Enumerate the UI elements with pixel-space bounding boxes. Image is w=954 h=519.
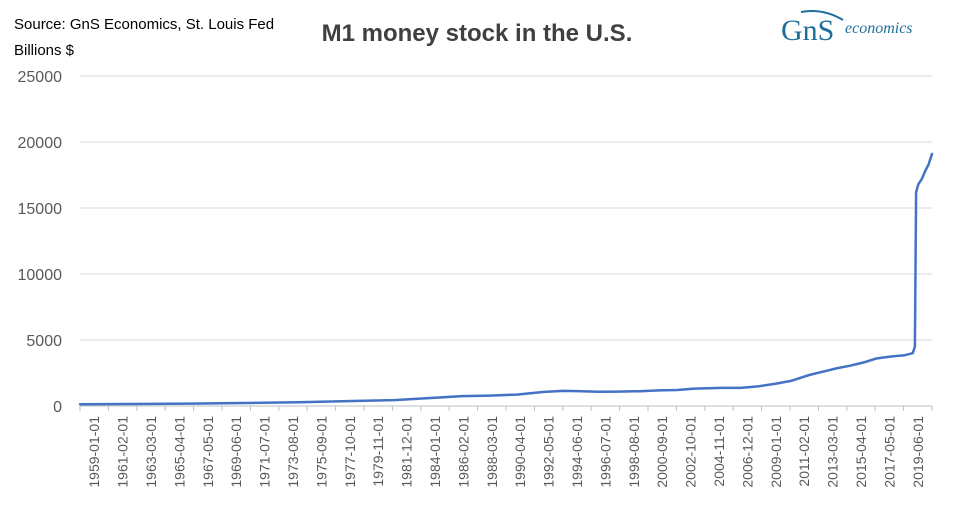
x-tick-label: 2015-04-01	[853, 416, 869, 488]
x-tick-label: 2000-09-01	[654, 416, 670, 488]
y-tick-label: 5000	[26, 333, 62, 350]
x-tick-label: 1979-11-01	[370, 416, 386, 487]
x-tick-label: 1969-06-01	[228, 416, 244, 488]
x-tick-label: 1965-04-01	[171, 416, 187, 488]
x-tick-label: 2013-03-01	[825, 416, 841, 488]
x-tick-label: 1975-09-01	[313, 416, 329, 488]
y-tick-label: 0	[53, 399, 62, 416]
x-tick-label: 1959-01-01	[86, 416, 102, 488]
x-tick-label: 2002-10-01	[683, 416, 699, 488]
x-tick-label: 1971-07-01	[257, 416, 273, 488]
x-tick-label: 1963-03-01	[143, 416, 159, 488]
y-tick-label: 20000	[18, 135, 63, 152]
gridlines	[80, 75, 932, 341]
x-tick-label: 1994-06-01	[569, 416, 585, 488]
y-tick-label: 10000	[18, 267, 63, 284]
x-tick-label: 1990-04-01	[512, 416, 528, 488]
x-tick-label: 1961-02-01	[115, 416, 131, 488]
y-axis-ticks: 0 5000 10000 15000 20000 25000	[18, 69, 63, 416]
x-tick-label: 2017-05-01	[881, 416, 897, 488]
x-tick-label: 2004-11-01	[711, 416, 727, 487]
x-axis-ticks: 1959-01-01 1961-02-01 1963-03-01 1965-04-01…	[79, 406, 933, 488]
x-tick-label: 1996-07-01	[597, 416, 613, 488]
x-tick-label: 1988-03-01	[484, 416, 500, 488]
series-group	[78, 152, 934, 406]
gns-logo: GnS economics	[781, 10, 913, 47]
x-tick-label: 1977-10-01	[342, 416, 358, 488]
y-tick-label: 25000	[18, 69, 63, 86]
x-tick-label: 1973-08-01	[285, 416, 301, 488]
x-tick-label: 2009-01-01	[768, 416, 784, 488]
logo-swoosh	[800, 10, 844, 21]
x-tick-label: 1986-02-01	[455, 416, 471, 488]
x-tick-label: 1981-12-01	[399, 416, 415, 488]
x-tick-label: 2019-06-01	[910, 416, 926, 488]
x-tick-label: 1998-08-01	[626, 416, 642, 488]
x-tick-label: 1984-01-01	[427, 416, 443, 488]
y-tick-label: 15000	[18, 201, 63, 218]
x-tick-label: 2006-12-01	[739, 416, 755, 488]
x-tick-label: 1967-05-01	[200, 416, 216, 488]
x-tick-label: 2011-02-01	[796, 416, 812, 487]
logo-economics-text: economics	[845, 20, 913, 37]
series-line	[78, 152, 934, 406]
x-tick-label: 1992-05-01	[541, 416, 557, 488]
units-label: Billions $	[14, 42, 75, 59]
logo-gns-text: GnS	[781, 14, 834, 47]
source-note: Source: GnS Economics, St. Louis Fed	[14, 16, 275, 33]
chart-title: M1 money stock in the U.S.	[321, 20, 633, 47]
